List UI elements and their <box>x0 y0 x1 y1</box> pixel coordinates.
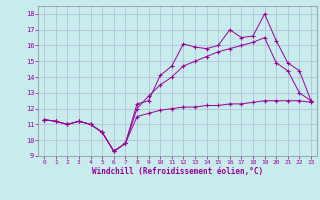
X-axis label: Windchill (Refroidissement éolien,°C): Windchill (Refroidissement éolien,°C) <box>92 167 263 176</box>
